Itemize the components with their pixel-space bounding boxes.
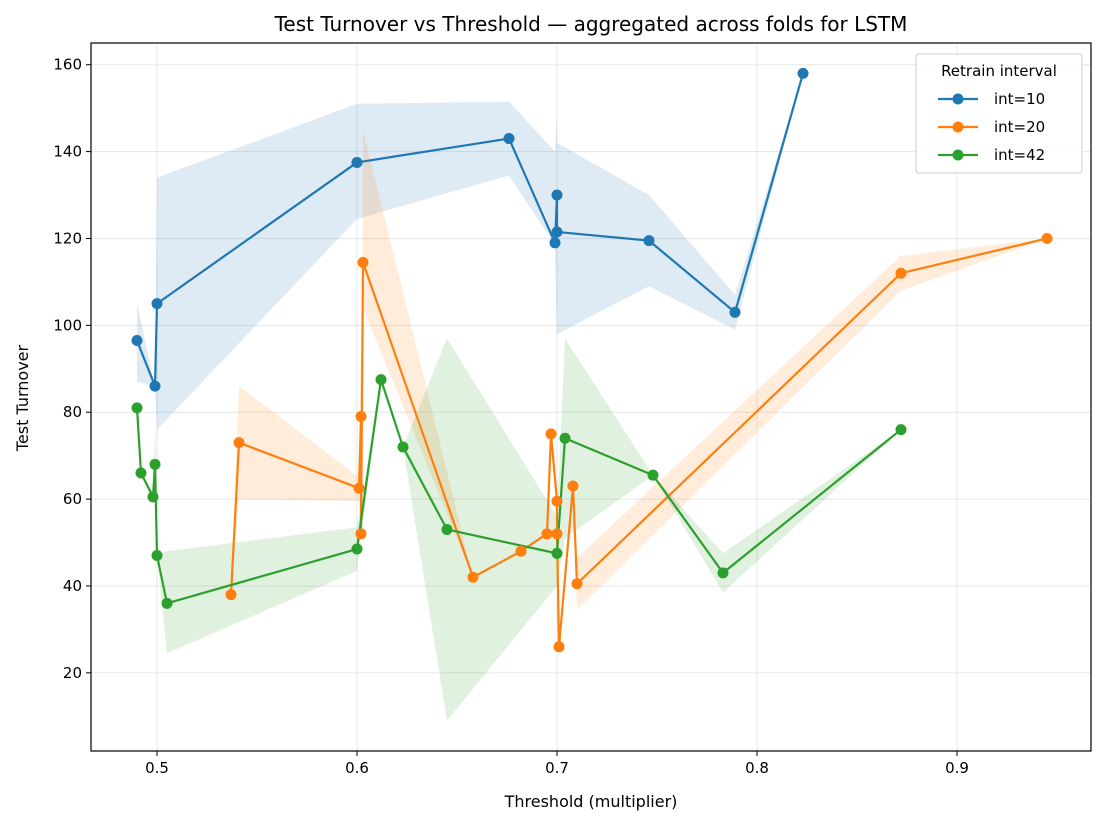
y-tick-label: 40 bbox=[63, 577, 82, 595]
data-point-int=42 bbox=[647, 469, 659, 481]
series-points bbox=[131, 67, 1053, 653]
legend: Retrain interval int=10 int=20 int=42 bbox=[915, 53, 1083, 174]
data-point-int=42 bbox=[351, 543, 363, 555]
legend-entries: int=10 int=20 int=42 bbox=[938, 90, 1045, 164]
data-point-int=20 bbox=[225, 589, 237, 601]
data-point-int=20 bbox=[551, 495, 563, 507]
y-tick-label: 60 bbox=[63, 490, 82, 508]
data-point-int=10 bbox=[151, 298, 163, 310]
data-point-int=20 bbox=[567, 480, 579, 492]
data-point-int=10 bbox=[797, 67, 809, 79]
chart-title: Test Turnover vs Threshold — aggregated … bbox=[274, 12, 908, 36]
legend-marker-int=42 bbox=[952, 149, 964, 161]
confidence-bands bbox=[137, 73, 1047, 721]
legend-title: Retrain interval bbox=[941, 62, 1057, 80]
x-tick-label: 0.6 bbox=[345, 759, 369, 777]
x-tick-label: 0.7 bbox=[545, 759, 569, 777]
data-point-int=10 bbox=[729, 306, 741, 318]
data-point-int=20 bbox=[541, 528, 553, 540]
data-point-int=42 bbox=[135, 467, 147, 479]
y-tick-label: 20 bbox=[63, 664, 82, 682]
band-int=42 bbox=[137, 338, 901, 721]
data-point-int=20 bbox=[353, 482, 365, 494]
x-tick-label: 0.9 bbox=[945, 759, 969, 777]
data-point-int=10 bbox=[551, 189, 563, 201]
y-axis-ticks: 20 40 60 80 100 120 140 160 bbox=[53, 56, 91, 682]
legend-marker-int=20 bbox=[952, 121, 964, 133]
data-point-int=10 bbox=[503, 133, 515, 145]
data-point-int=20 bbox=[233, 437, 245, 449]
data-point-int=10 bbox=[643, 235, 655, 247]
data-point-int=10 bbox=[149, 380, 161, 392]
x-axis-label: Threshold (multiplier) bbox=[504, 792, 678, 811]
data-point-int=20 bbox=[355, 411, 367, 423]
data-point-int=42 bbox=[375, 374, 387, 386]
legend-marker-int=10 bbox=[952, 93, 964, 105]
x-tick-label: 0.8 bbox=[745, 759, 769, 777]
data-point-int=20 bbox=[551, 528, 563, 540]
data-point-int=10 bbox=[551, 226, 563, 238]
band-int=20 bbox=[231, 129, 1047, 647]
data-point-int=10 bbox=[549, 237, 561, 249]
y-axis-label: Test Turnover bbox=[13, 344, 32, 452]
x-axis-ticks: 0.5 0.6 0.7 0.8 0.9 bbox=[145, 751, 969, 777]
y-tick-label: 120 bbox=[53, 229, 82, 247]
legend-label-int=10: int=10 bbox=[994, 90, 1045, 108]
data-point-int=10 bbox=[351, 156, 363, 168]
data-point-int=42 bbox=[151, 550, 163, 562]
data-point-int=42 bbox=[551, 547, 563, 559]
data-point-int=42 bbox=[161, 597, 173, 609]
data-point-int=42 bbox=[559, 432, 571, 444]
data-point-int=20 bbox=[553, 641, 565, 653]
data-point-int=42 bbox=[441, 523, 453, 535]
data-point-int=10 bbox=[131, 335, 143, 347]
x-tick-label: 0.5 bbox=[145, 759, 169, 777]
y-tick-label: 80 bbox=[63, 403, 82, 421]
legend-box bbox=[915, 53, 1083, 174]
data-point-int=42 bbox=[149, 458, 161, 470]
data-point-int=20 bbox=[467, 571, 479, 583]
data-point-int=20 bbox=[355, 528, 367, 540]
data-point-int=42 bbox=[397, 441, 409, 453]
data-point-int=20 bbox=[1041, 232, 1053, 244]
plot-frame bbox=[90, 42, 1092, 752]
data-point-int=42 bbox=[717, 567, 729, 579]
data-point-int=42 bbox=[895, 424, 907, 436]
legend-label-int=42: int=42 bbox=[994, 146, 1045, 164]
y-tick-label: 100 bbox=[53, 316, 82, 334]
y-tick-label: 140 bbox=[53, 143, 82, 161]
band-int=10 bbox=[137, 73, 803, 430]
data-point-int=20 bbox=[895, 267, 907, 279]
data-point-int=20 bbox=[545, 428, 557, 440]
data-point-int=42 bbox=[131, 402, 143, 414]
y-tick-label: 160 bbox=[53, 56, 82, 74]
data-point-int=20 bbox=[515, 545, 527, 557]
data-point-int=20 bbox=[571, 578, 583, 590]
legend-label-int=20: int=20 bbox=[994, 118, 1045, 136]
data-point-int=42 bbox=[147, 491, 159, 503]
data-point-int=20 bbox=[357, 256, 369, 268]
